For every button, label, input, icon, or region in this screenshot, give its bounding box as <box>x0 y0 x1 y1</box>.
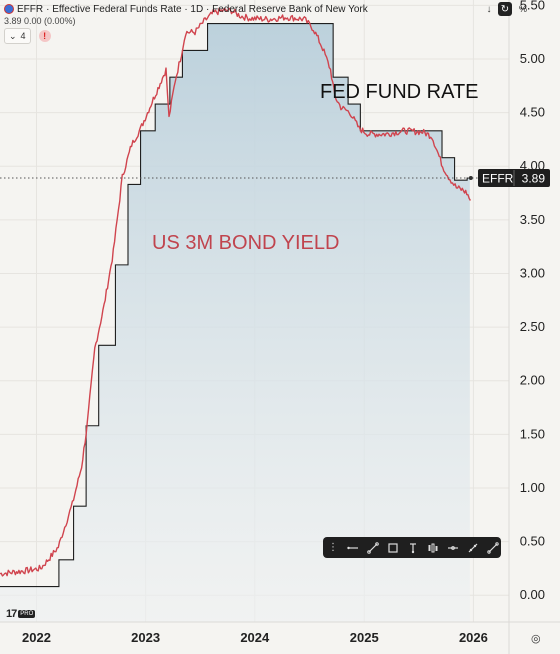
effr-area-fill <box>0 23 470 623</box>
drawing-toolbar: ⋮ <box>323 537 501 558</box>
tradingview-logo[interactable]: 17 PRO <box>6 608 36 620</box>
candles-icon[interactable] <box>425 539 441 556</box>
indicators-toggle[interactable]: ⌄ 4 <box>4 28 31 44</box>
indicator-row: ⌄ 4 ! <box>4 28 51 44</box>
bond-yield-annotation[interactable]: US 3M BOND YIELD <box>152 232 340 254</box>
y-tick-label: 3.00 <box>520 265 545 280</box>
price-tag-symbol: EFFR <box>482 172 514 186</box>
x-tick-label: 2023 <box>131 630 160 645</box>
price-change: 3.89 0.00 (0.00%) <box>4 16 76 26</box>
rectangle-icon[interactable] <box>385 539 401 556</box>
x-tick-label: 2025 <box>350 630 379 645</box>
indicator-count: 4 <box>20 31 26 41</box>
symbol-header[interactable]: EFFR · Effective Federal Funds Rate · 1D… <box>4 3 368 15</box>
ruler-icon[interactable] <box>485 539 501 556</box>
y-tick-label: 1.50 <box>520 426 545 441</box>
text-icon[interactable] <box>405 539 421 556</box>
symbol-description: · Effective Federal Funds Rate · 1D · Fe… <box>46 3 368 15</box>
y-tick-label: 0.00 <box>520 587 545 602</box>
y-tick-label: 2.00 <box>520 373 545 388</box>
ray-icon[interactable] <box>445 539 461 556</box>
y-tick-label: 1.00 <box>520 480 545 495</box>
settings-icon[interactable]: ◎ <box>531 633 541 645</box>
warning-icon[interactable]: ! <box>38 30 51 42</box>
effr-area <box>0 23 470 623</box>
us-flag-icon <box>4 4 14 14</box>
reload-icon[interactable]: ↻ <box>498 2 512 16</box>
measure-icon[interactable] <box>465 539 481 556</box>
pro-badge: PRO <box>18 610 36 618</box>
y-tick-label: 2.50 <box>520 319 545 334</box>
y-tick-label: 5.00 <box>520 51 545 66</box>
y-tick-label: 3.50 <box>520 212 545 227</box>
y-tick-label: 4.50 <box>520 105 545 120</box>
last-point-marker <box>468 176 473 181</box>
horizontal-line-icon[interactable] <box>345 539 361 556</box>
x-tick-label: 2022 <box>22 630 51 645</box>
price-tag[interactable]: EFFR 3.89 <box>478 169 550 188</box>
symbol-ticker: EFFR <box>17 3 44 15</box>
drag-handle-icon[interactable]: ⋮ <box>328 542 338 553</box>
chevron-down-icon: ⌄ <box>9 30 17 41</box>
price-tag-value: 3.89 <box>522 172 546 186</box>
fed-fund-rate-annotation[interactable]: FED FUND RATE <box>320 81 479 103</box>
time-axis[interactable] <box>0 622 560 654</box>
tv-logo-mark: 17 <box>6 608 17 620</box>
x-tick-label: 2026 <box>459 630 488 645</box>
price-axis[interactable] <box>509 0 560 654</box>
download-icon[interactable]: ↓ <box>486 3 492 15</box>
trend-line-icon[interactable] <box>365 539 381 556</box>
percent-scale-toggle[interactable]: % <box>518 4 527 14</box>
y-tick-label: 5.50 <box>520 0 545 12</box>
y-tick-label: 0.50 <box>520 534 545 549</box>
bond-yield-line[interactable] <box>0 7 472 577</box>
x-tick-label: 2024 <box>240 630 270 645</box>
